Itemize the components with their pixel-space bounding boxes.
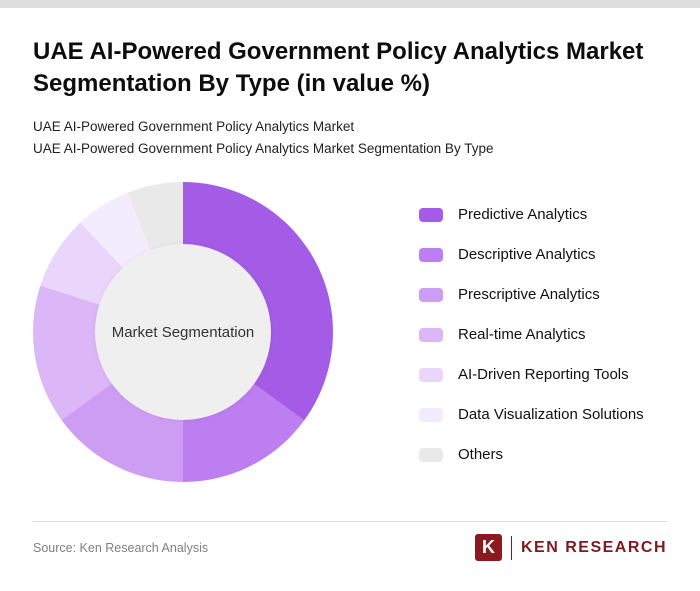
report-page: UAE AI-Powered Government Policy Analyti… bbox=[0, 8, 700, 483]
legend-item: Descriptive Analytics bbox=[419, 246, 644, 263]
subtitle-line-1: UAE AI-Powered Government Policy Analyti… bbox=[33, 119, 355, 135]
subtitle-line-2: UAE AI-Powered Government Policy Analyti… bbox=[33, 141, 494, 157]
ken-research-logo-text: KEN RESEARCH bbox=[520, 538, 667, 556]
legend-swatch bbox=[419, 447, 443, 462]
legend-item: Prescriptive Analytics bbox=[419, 286, 644, 303]
legend-swatch bbox=[419, 407, 443, 422]
legend-label: Descriptive Analytics bbox=[458, 246, 596, 264]
legend-item: Predictive Analytics bbox=[419, 206, 644, 223]
top-strip bbox=[0, 0, 700, 8]
chart-area: Market Segmentation Predictive Analytics… bbox=[33, 182, 667, 483]
source-text: Source: Ken Research Analysis bbox=[33, 540, 209, 555]
donut-hole: Market Segmentation bbox=[95, 244, 271, 421]
legend-label: Real-time Analytics bbox=[458, 326, 586, 344]
legend-item: Others bbox=[419, 446, 644, 463]
legend-item: Data Visualization Solutions bbox=[419, 406, 644, 423]
legend-label: Others bbox=[458, 446, 504, 464]
logo-divider bbox=[510, 535, 512, 560]
page-title: UAE AI-Powered Government Policy Analyti… bbox=[33, 38, 644, 97]
footer: Source: Ken Research Analysis K KEN RESE… bbox=[33, 521, 667, 561]
legend-label: Predictive Analytics bbox=[458, 206, 588, 224]
legend-item: AI-Driven Reporting Tools bbox=[419, 366, 644, 383]
legend-label: Prescriptive Analytics bbox=[458, 286, 600, 304]
legend-swatch bbox=[419, 327, 443, 342]
legend-swatch bbox=[419, 247, 443, 262]
legend-label: AI-Driven Reporting Tools bbox=[458, 366, 629, 384]
donut-center-label: Market Segmentation bbox=[111, 323, 255, 341]
legend-swatch bbox=[419, 207, 443, 222]
legend-swatch bbox=[419, 367, 443, 382]
donut-chart: Market Segmentation bbox=[33, 182, 333, 483]
legend-swatch bbox=[419, 287, 443, 302]
legend-item: Real-time Analytics bbox=[419, 326, 644, 343]
legend-label: Data Visualization Solutions bbox=[458, 406, 644, 424]
ken-research-logo: K KEN RESEARCH bbox=[474, 534, 667, 561]
ken-research-logo-mark-icon: K bbox=[474, 534, 502, 561]
chart-legend: Predictive Analytics Descriptive Analytic… bbox=[419, 206, 644, 463]
